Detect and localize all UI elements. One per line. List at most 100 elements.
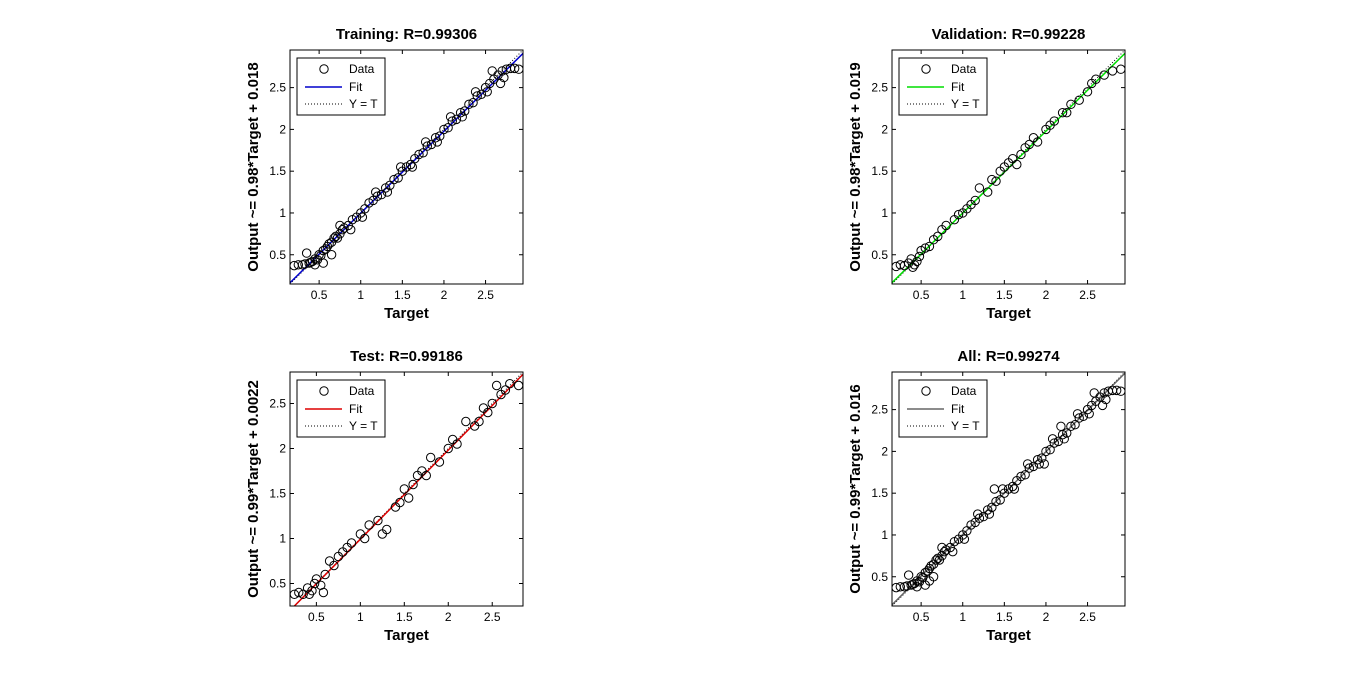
x-tick-label: 1: [357, 610, 364, 624]
legend-data-marker: [319, 64, 329, 74]
legend-label-data: Data: [951, 384, 977, 398]
y-tick-label: 1: [279, 206, 286, 220]
data-point: [1049, 116, 1059, 126]
legend-data-marker: [921, 386, 931, 396]
data-point: [1091, 74, 1101, 84]
data-point: [1074, 95, 1084, 105]
y-tick-label: 1: [279, 532, 286, 546]
data-point: [435, 131, 445, 141]
x-tick-label: 1: [959, 610, 966, 624]
y-tick-label: 1.5: [871, 486, 888, 500]
data-point: [452, 439, 462, 449]
data-point: [991, 496, 1001, 507]
axes-box: [891, 371, 1126, 607]
data-point: [357, 212, 368, 222]
plot-marks: [892, 50, 1125, 284]
chart-panel-validation: 0.5 1 1.5 2 2.5 0.5 1 1.5 2 2.5 Validation: R=0.99…: [847, 26, 1126, 322]
data-point: [439, 124, 449, 135]
chart-panel-all: 0.5 1 1.5 2 2.5 0.5 1 1.5 2 2.5 All: R=0.99274 Targ…: [847, 348, 1126, 644]
data-point: [923, 566, 933, 576]
data-point: [382, 187, 393, 197]
data-point: [1111, 385, 1122, 396]
data-point: [1056, 421, 1066, 432]
chart-title: All: R=0.99274: [957, 348, 1060, 365]
data-point: [461, 416, 471, 427]
data-point: [1041, 446, 1051, 457]
data-point: [987, 174, 997, 185]
data-point: [457, 112, 467, 122]
legend-label-identity: Y = T: [349, 419, 378, 433]
data-point: [974, 183, 985, 193]
data-point: [973, 509, 983, 519]
data-point: [495, 78, 506, 89]
x-tick-label: 0.5: [311, 288, 328, 302]
y-tick-label: 1.5: [269, 164, 286, 178]
legend: Data Fit Y = T: [296, 379, 386, 438]
data-point: [1016, 149, 1026, 160]
data-point: [371, 187, 381, 197]
data-point: [1047, 434, 1058, 444]
data-point: [1084, 409, 1094, 419]
data-point: [924, 241, 935, 252]
data-point: [326, 250, 337, 260]
data-point: [455, 107, 466, 118]
data-point: [418, 148, 428, 158]
data-point: [407, 162, 418, 172]
data-point: [491, 380, 502, 391]
y-tick-label: 2: [279, 442, 286, 456]
data-point: [309, 578, 320, 589]
x-axis-label: Target: [384, 627, 429, 644]
fit-line: [892, 372, 1125, 606]
x-tick-label: 2: [1043, 288, 1050, 302]
data-point: [514, 64, 523, 74]
data-point: [982, 187, 993, 197]
axes-box: [289, 49, 524, 285]
data-point: [1062, 428, 1072, 438]
data-point: [389, 174, 399, 185]
data-point: [472, 91, 482, 101]
y-tick-label: 2.5: [871, 403, 888, 417]
data-point: [1034, 459, 1044, 469]
data-point: [470, 87, 481, 97]
data-point: [1022, 459, 1033, 469]
legend-label-data: Data: [951, 62, 977, 76]
x-tick-label: 2: [445, 610, 452, 624]
data-point: [924, 576, 935, 586]
data-point: [376, 189, 387, 200]
y-axis-label: Output ~= 0.98*Target + 0.019: [847, 62, 864, 271]
y-tick-label: 1: [881, 206, 888, 220]
legend-label-fit: Fit: [349, 402, 363, 416]
data-point: [1032, 455, 1043, 465]
data-point: [393, 173, 403, 183]
data-point: [346, 538, 357, 548]
data-point: [1066, 421, 1076, 432]
data-point: [1059, 434, 1069, 444]
legend-label-data: Data: [349, 62, 375, 76]
y-tick-label: 0.5: [269, 248, 286, 262]
data-point: [903, 570, 914, 580]
data-point: [434, 457, 445, 467]
legend-label-identity: Y = T: [951, 419, 980, 433]
data-point: [320, 569, 330, 580]
y-tick-label: 2: [881, 122, 888, 136]
data-point: [311, 574, 322, 584]
data-point: [395, 497, 405, 508]
data-point: [948, 546, 958, 557]
data-point: [1070, 419, 1080, 430]
data-point: [941, 220, 951, 231]
x-tick-label: 0.5: [913, 288, 930, 302]
data-point: [487, 398, 497, 409]
axes-box: [891, 49, 1126, 285]
y-tick-label: 2: [279, 122, 286, 136]
data-point: [505, 379, 515, 389]
data-point: [1089, 388, 1099, 398]
x-tick-label: 1.5: [996, 288, 1013, 302]
legend-label-identity: Y = T: [951, 97, 980, 111]
x-tick-label: 1: [357, 288, 364, 302]
data-point: [497, 66, 507, 76]
x-tick-label: 2: [441, 288, 448, 302]
legend-label-fit: Fit: [951, 402, 965, 416]
data-point: [1037, 453, 1047, 463]
plot-marks: [290, 50, 523, 284]
